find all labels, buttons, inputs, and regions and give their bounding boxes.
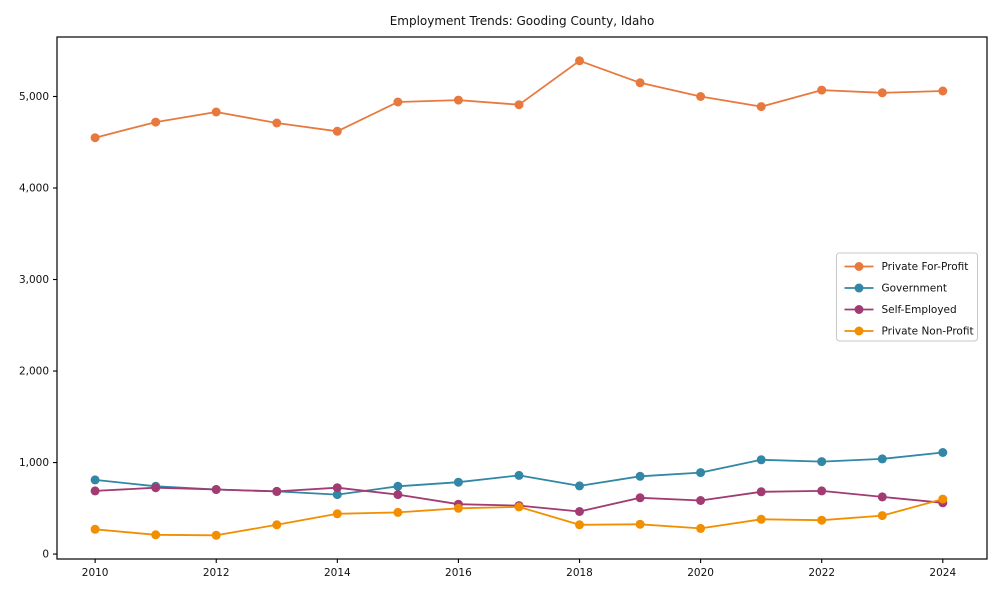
data-point bbox=[151, 530, 161, 540]
data-point bbox=[393, 507, 403, 517]
data-point bbox=[635, 471, 645, 481]
data-point bbox=[635, 493, 645, 503]
data-point bbox=[453, 477, 463, 487]
data-point bbox=[938, 494, 948, 504]
x-axis-tick-label: 2010 bbox=[82, 567, 109, 579]
x-axis-tick-label: 2020 bbox=[687, 567, 714, 579]
legend-marker bbox=[854, 262, 864, 271]
x-axis-tick-label: 2024 bbox=[929, 567, 956, 579]
data-point bbox=[877, 454, 887, 464]
y-axis-tick-label: 4,000 bbox=[19, 182, 49, 194]
y-axis-tick-label: 5,000 bbox=[19, 91, 49, 103]
x-axis-tick-label: 2016 bbox=[445, 567, 472, 579]
legend-box bbox=[836, 252, 978, 342]
data-point bbox=[938, 448, 948, 457]
plot-frame bbox=[56, 36, 988, 560]
data-point bbox=[877, 492, 887, 502]
data-point bbox=[453, 95, 463, 105]
chart-title: Employment Trends: Gooding County, Idaho bbox=[389, 14, 655, 28]
data-point bbox=[575, 481, 584, 491]
data-point bbox=[514, 502, 524, 512]
legend-label: Government bbox=[882, 283, 947, 295]
data-point bbox=[575, 520, 584, 530]
x-axis-tick-label: 2012 bbox=[203, 567, 230, 579]
legend-marker bbox=[854, 326, 864, 336]
data-point bbox=[272, 118, 282, 128]
legend-label: Self-Employed bbox=[882, 304, 957, 316]
data-point bbox=[756, 487, 766, 497]
data-point bbox=[817, 85, 827, 95]
data-point bbox=[817, 457, 827, 467]
data-point bbox=[696, 92, 706, 101]
data-point bbox=[877, 88, 887, 98]
data-point bbox=[332, 483, 342, 493]
data-point bbox=[817, 515, 827, 525]
data-point bbox=[211, 107, 221, 117]
data-point bbox=[756, 455, 766, 465]
data-point bbox=[696, 523, 706, 533]
data-point bbox=[756, 102, 766, 112]
x-axis-tick-label: 2018 bbox=[566, 567, 593, 579]
legend-label: Private Non-Profit bbox=[882, 326, 974, 338]
data-point bbox=[211, 485, 221, 494]
x-axis-tick-label: 2022 bbox=[808, 567, 835, 579]
data-point bbox=[756, 514, 766, 524]
data-point bbox=[90, 486, 100, 496]
data-point bbox=[817, 486, 827, 496]
legend-marker bbox=[854, 283, 864, 293]
data-point bbox=[272, 520, 282, 530]
data-point bbox=[332, 509, 342, 519]
data-point bbox=[90, 475, 100, 485]
data-point bbox=[393, 481, 403, 491]
y-axis-tick-label: 0 bbox=[42, 549, 49, 561]
y-axis-tick-label: 3,000 bbox=[19, 274, 49, 286]
data-point bbox=[151, 117, 161, 127]
data-point bbox=[696, 496, 706, 505]
data-point bbox=[211, 530, 221, 540]
series-line-private-for-profit bbox=[94, 59, 944, 139]
data-point bbox=[575, 507, 584, 516]
data-point bbox=[938, 86, 948, 96]
legend-label: Private For-Profit bbox=[882, 261, 969, 273]
y-axis-tick-label: 1,000 bbox=[19, 457, 49, 469]
data-point bbox=[514, 100, 524, 110]
data-point bbox=[393, 97, 403, 107]
data-point bbox=[696, 468, 706, 478]
data-point bbox=[393, 490, 403, 500]
data-point bbox=[332, 490, 342, 500]
data-point bbox=[90, 133, 100, 143]
data-point bbox=[575, 56, 584, 66]
x-axis-tick-label: 2014 bbox=[324, 567, 351, 579]
data-point bbox=[272, 486, 282, 496]
data-point bbox=[877, 511, 887, 521]
data-point bbox=[453, 503, 463, 513]
data-point bbox=[635, 78, 645, 88]
data-point bbox=[151, 483, 161, 493]
legend-marker bbox=[854, 305, 864, 314]
data-point bbox=[514, 470, 524, 480]
data-point bbox=[90, 524, 100, 534]
y-axis-tick-label: 2,000 bbox=[19, 366, 49, 378]
data-point bbox=[635, 519, 645, 529]
data-point bbox=[332, 126, 342, 136]
